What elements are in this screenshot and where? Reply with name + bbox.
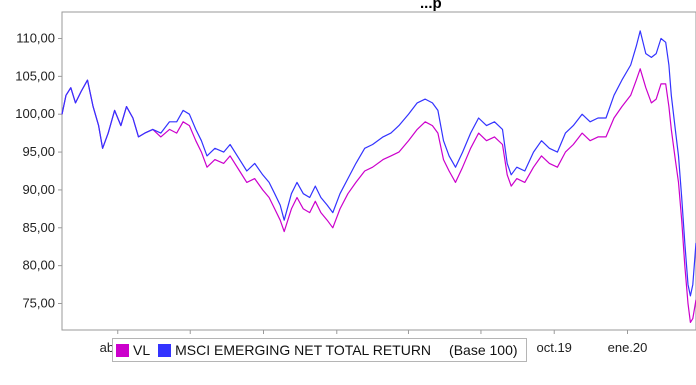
y-tick-label: 85,00 [22, 220, 55, 235]
y-tick-label: 110,00 [16, 31, 55, 46]
legend-entry-msci: MSCI EMERGING NET TOTAL RETURN [158, 342, 431, 358]
y-tick-label: 100,00 [15, 106, 55, 121]
y-tick-label: 80,00 [22, 258, 55, 273]
chart-title: ...p [420, 0, 442, 12]
legend-swatch-msci [158, 343, 172, 357]
x-tick-label: ene.20 [608, 340, 648, 355]
legend-swatch-vl [116, 343, 129, 357]
x-tick-label: oct.19 [537, 340, 572, 355]
y-tick-label: 105,00 [15, 68, 55, 83]
series-layer [61, 30, 696, 323]
series-line-msci [61, 30, 696, 297]
legend-base-note: (Base 100) [449, 342, 518, 358]
series-line-vl [61, 68, 696, 323]
y-tick-label: 90,00 [22, 182, 55, 197]
y-tick-label: 95,00 [22, 144, 55, 159]
y-tick-label: 75,00 [22, 296, 55, 311]
legend-entry-vl: VL [116, 342, 150, 358]
y-axis: 110,00 105,00 100,00 95,00 90,00 85,00 80,00 75… [15, 31, 62, 311]
legend-label-msci: MSCI EMERGING NET TOTAL RETURN [175, 342, 432, 358]
plot-area-frame [61, 11, 696, 331]
legend: VL MSCI EMERGING NET TOTAL RETURN (Base … [112, 338, 527, 362]
legend-label-vl: VL [133, 342, 151, 358]
